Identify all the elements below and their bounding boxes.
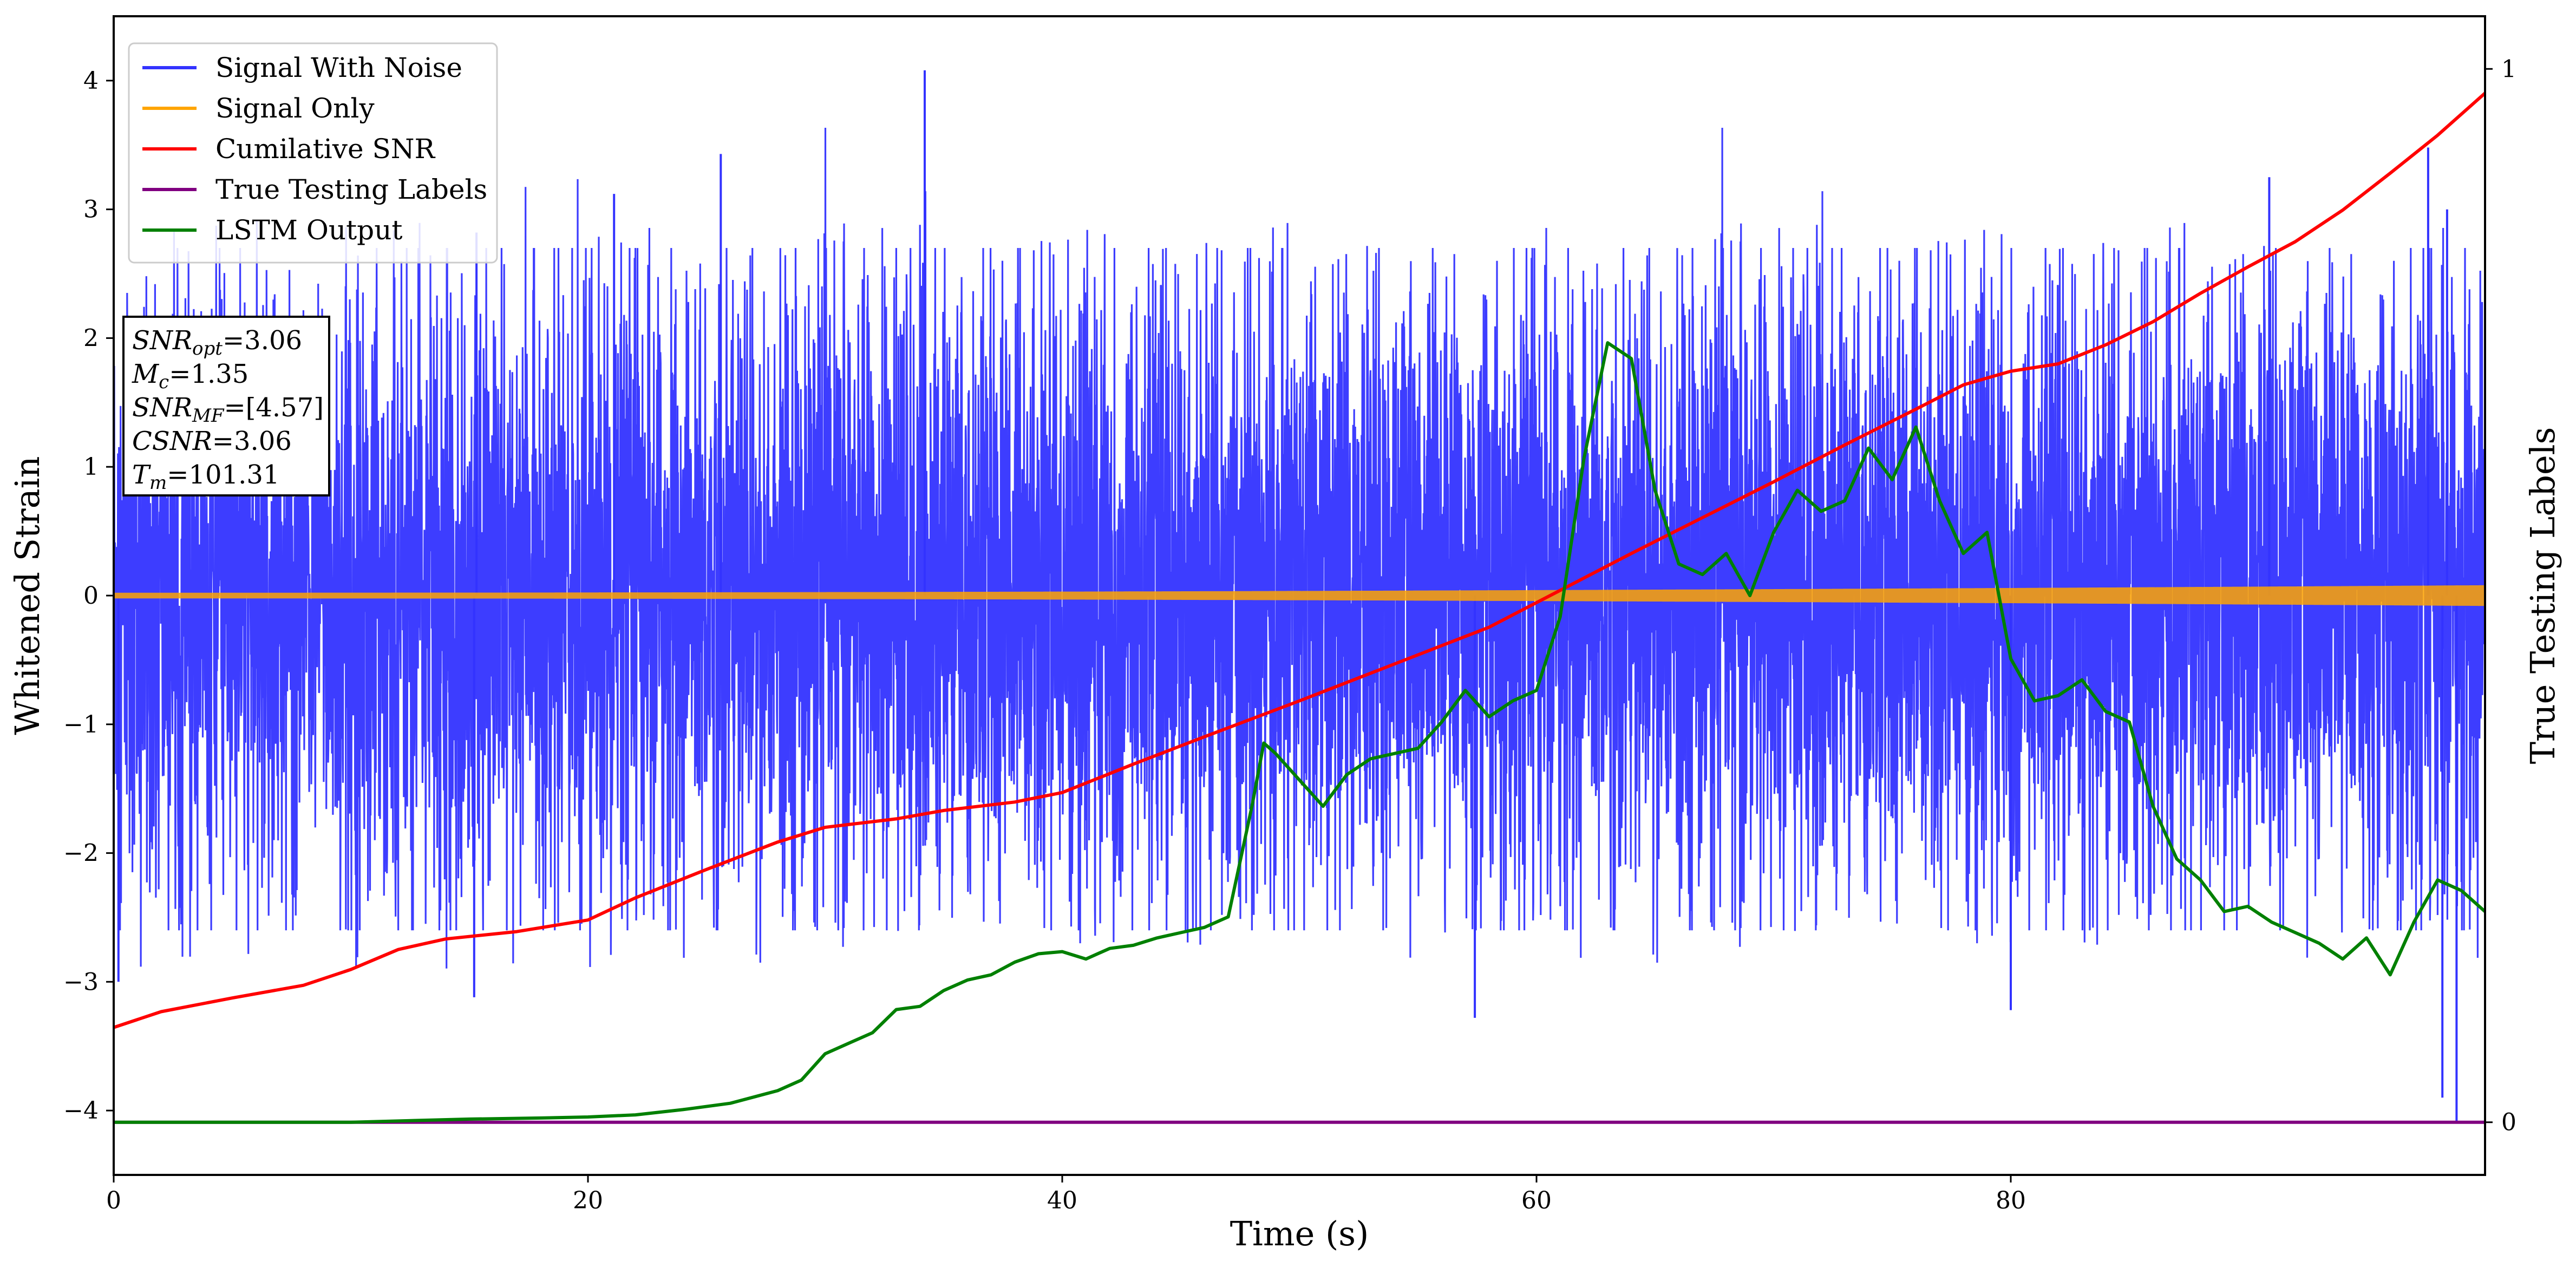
x-tick-label-80: 80: [1996, 1187, 2026, 1214]
cumulative-snr-line: [114, 92, 2485, 1029]
y-axis-title: Whitened Strain: [8, 456, 47, 735]
annotation-line-4: Tm=101.31: [132, 460, 279, 494]
y-tick-label-1: 1: [83, 453, 99, 481]
annotation-frame: [122, 316, 330, 496]
annotation-line-3: CSNR=3.06: [132, 426, 292, 456]
plot-area: [114, 70, 2485, 1124]
y-tick-label--4: −4: [63, 1097, 99, 1125]
y-tick-label-3: 3: [83, 196, 99, 224]
legend-label-3: True Testing Labels: [215, 174, 487, 205]
legend-label-1: Signal Only: [215, 93, 375, 124]
legend-label-0: Signal With Noise: [215, 52, 462, 83]
y2-tick-label-1: 1: [2501, 55, 2516, 83]
legend-label-2: Cumilative SNR: [215, 133, 435, 165]
x-tick-label-40: 40: [1047, 1187, 1077, 1214]
lstm-output-line: [114, 341, 2485, 1124]
y2-tick-label-0: 0: [2501, 1109, 2516, 1136]
y-tick-label-4: 4: [83, 67, 99, 95]
y2-axis-title: True Testing Labels: [2523, 427, 2562, 765]
y-tick-label-0: 0: [83, 582, 99, 610]
x-tick-label-0: 0: [106, 1187, 121, 1214]
x-tick-label-20: 20: [573, 1187, 603, 1214]
y-tick-label--1: −1: [63, 711, 99, 739]
y-tick-label--2: −2: [63, 840, 99, 867]
legend-box: [128, 42, 498, 264]
plot-series: [114, 70, 2485, 1124]
y-tick-label--3: −3: [63, 968, 99, 996]
annotation-line-0: SNRopt=3.06: [132, 325, 302, 360]
legend-label-4: LSTM Output: [215, 214, 402, 246]
signal-with-noise-peaks: [117, 70, 2458, 1123]
signal-only-line: [114, 585, 2485, 606]
annotation-line-1: Mc=1.35: [132, 359, 249, 393]
x-tick-label-60: 60: [1521, 1187, 1552, 1214]
legend: Signal With Noise Signal Only Cumilative S…: [128, 42, 498, 264]
y-tick-label-2: 2: [83, 324, 99, 352]
annotation-line-2: SNRMF=[4.57]: [132, 393, 324, 427]
x-axis-title: Time (s): [1230, 1214, 1369, 1253]
